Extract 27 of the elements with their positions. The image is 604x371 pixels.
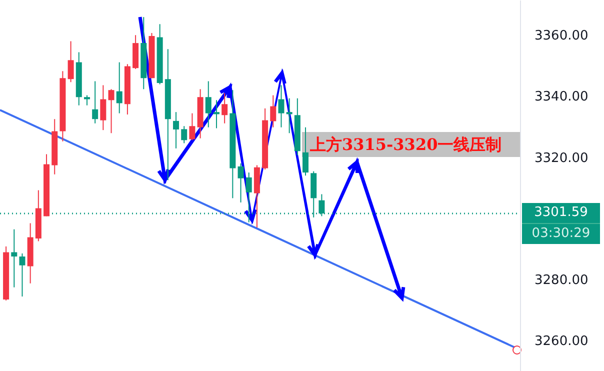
y-tick-label: 3280.00 — [534, 272, 588, 288]
candlestick — [270, 94, 276, 128]
price-tag: 3301.59 03:30:29 — [522, 203, 600, 244]
candlestick — [19, 252, 26, 297]
candlestick — [84, 94, 90, 106]
candlestick — [68, 40, 74, 83]
candlestick — [181, 126, 188, 144]
y-tick-label: 3360.00 — [534, 28, 588, 44]
candlestick — [108, 88, 114, 134]
candlestick — [116, 62, 122, 114]
candlestick — [278, 84, 284, 128]
candlestick — [92, 80, 98, 124]
candlestick — [11, 228, 18, 288]
candlestick — [173, 112, 180, 149]
candlestick — [205, 80, 212, 128]
candlestick — [100, 84, 106, 131]
ref-line-label: 3301.59 — [533, 204, 589, 222]
y-tick-label: 3340.00 — [534, 90, 588, 105]
candlestick — [213, 100, 220, 129]
annotation: 上方3315-3320一线压制 — [309, 135, 502, 154]
candlestick — [286, 98, 292, 134]
candlestick — [238, 162, 244, 203]
y-tick-label: 3260.00 — [534, 334, 588, 349]
candlestick — [302, 126, 309, 176]
candlestick — [222, 92, 228, 124]
candlestick — [189, 112, 196, 141]
y-tick-label: 3320.00 — [534, 150, 588, 166]
